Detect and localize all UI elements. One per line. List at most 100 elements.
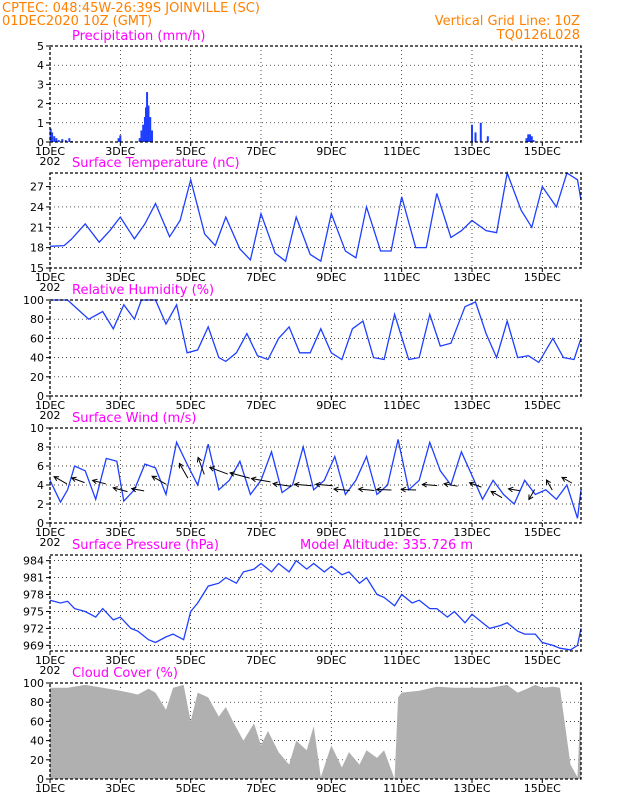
y-tick-label: 969 bbox=[23, 639, 44, 652]
panel-cloud: Cloud Cover (%) 0 20 40 60 80 100 1DEC 3DEC 5DEC 7… bbox=[23, 666, 582, 795]
wind-arrow-shaft bbox=[92, 479, 106, 485]
precip-bar bbox=[145, 107, 148, 142]
x-tick-label: 13DEC bbox=[453, 399, 490, 412]
wind-arrow-shaft bbox=[401, 488, 417, 491]
series-line-pres bbox=[49, 559, 582, 651]
wind-arrow bbox=[196, 456, 205, 475]
x-tick-label: 1DEC bbox=[35, 654, 65, 667]
wind-arrow-shaft bbox=[508, 488, 520, 492]
wind-arrow-shaft bbox=[71, 477, 85, 484]
precip-bar bbox=[61, 139, 64, 142]
wind-arrow bbox=[490, 490, 503, 499]
wind-arrow bbox=[272, 481, 292, 488]
wind-arrow-head bbox=[561, 476, 568, 482]
x-tick-label: 3DEC bbox=[105, 271, 135, 284]
y-tick-label: 60 bbox=[30, 332, 44, 345]
y-tick-label: 40 bbox=[30, 735, 44, 748]
wind-arrow-shaft bbox=[273, 483, 292, 487]
y-tick-label: 15 bbox=[30, 262, 44, 275]
y-tick-label: 20 bbox=[30, 754, 44, 767]
wind-arrow-head bbox=[91, 478, 98, 485]
wind-arrow bbox=[545, 479, 553, 491]
wind-arrow-shaft bbox=[315, 483, 333, 487]
x-tick-label: 7DEC bbox=[246, 654, 276, 667]
wind-arrow-head bbox=[151, 475, 158, 481]
wind-arrow-shaft bbox=[294, 483, 312, 487]
panel-precip: Precipitation (mm/h) 0 1 2 3 4 5 1DEC 3DEC 5DEC 7D… bbox=[35, 29, 582, 168]
x-tick-label: 1DEC bbox=[35, 399, 65, 412]
precip-bar bbox=[53, 136, 56, 142]
x-tick-label: 7DEC bbox=[246, 526, 276, 539]
y-tick-label: 0 bbox=[37, 390, 44, 403]
header-grid-line: Vertical Grid Line: 10Z bbox=[435, 14, 580, 29]
wind-arrow bbox=[112, 486, 128, 493]
precip-bar bbox=[150, 130, 153, 142]
wind-arrow-head bbox=[130, 486, 137, 493]
y-tick-label: 984 bbox=[23, 555, 44, 568]
precip-bar bbox=[527, 134, 530, 142]
y-tick-label: 18 bbox=[30, 242, 44, 255]
x-tick-label: 3DEC bbox=[105, 526, 135, 539]
x-tick-label: 5DEC bbox=[176, 526, 206, 539]
x-tick-label: 15DEC bbox=[524, 271, 561, 284]
y-tick-label: 80 bbox=[30, 313, 44, 326]
precip-bar bbox=[64, 140, 67, 142]
series-line-temp bbox=[49, 170, 582, 263]
y-tick-label: 40 bbox=[30, 352, 44, 365]
x-tick-label: 11DEC bbox=[383, 782, 420, 795]
y-tick-label: 981 bbox=[23, 572, 44, 585]
wind-arrow bbox=[421, 481, 438, 488]
y-tick-label: 972 bbox=[23, 622, 44, 635]
panel-wind: Surface Wind (m/s) 0 2 4 6 8 10 1DEC 3DEC 5DEC 7DE… bbox=[30, 411, 582, 549]
x-year-label: 202 bbox=[40, 281, 61, 294]
x-tick-label: 9DEC bbox=[316, 526, 346, 539]
wind-arrow bbox=[332, 486, 350, 493]
panel-title-cloud: Cloud Cover (%) bbox=[72, 666, 178, 681]
x-tick-label: 3DEC bbox=[105, 782, 135, 795]
header-run-time: 01DEC2020 10Z (GMT) bbox=[2, 14, 152, 29]
wind-arrow bbox=[53, 476, 68, 485]
y-tick-label: 3 bbox=[37, 78, 44, 91]
x-tick-label: 3DEC bbox=[105, 145, 135, 158]
y-tick-label: 978 bbox=[23, 589, 44, 602]
x-year-label: 202 bbox=[40, 155, 61, 168]
x-tick-label: 13DEC bbox=[453, 526, 490, 539]
precip-bar bbox=[142, 124, 145, 142]
x-tick-label: 15DEC bbox=[524, 145, 561, 158]
wind-arrow-head bbox=[443, 481, 450, 488]
y-tick-label: 80 bbox=[30, 696, 44, 709]
x-tick-label: 15DEC bbox=[524, 782, 561, 795]
x-tick-label: 9DEC bbox=[316, 782, 346, 795]
wind-arrow bbox=[130, 486, 145, 493]
panel-frame-precip bbox=[49, 45, 582, 143]
panel-temp: Surface Temperature (nC) 15 18 21 24 27 1DEC 3D… bbox=[30, 156, 582, 294]
wind-arrow-head bbox=[507, 486, 514, 493]
precip-bar bbox=[532, 140, 535, 142]
y-tick-label: 0 bbox=[37, 136, 44, 149]
precip-bar bbox=[57, 140, 60, 142]
wind-arrow-shaft bbox=[151, 475, 167, 485]
x-tick-label: 5DEC bbox=[176, 654, 206, 667]
x-tick-label: 7DEC bbox=[246, 271, 276, 284]
wind-arrow-shaft bbox=[229, 472, 250, 479]
wind-arrow-head bbox=[375, 486, 382, 493]
wind-arrow-head bbox=[293, 481, 300, 488]
x-year-label: 202 bbox=[40, 664, 61, 677]
x-tick-label: 11DEC bbox=[383, 654, 420, 667]
y-tick-label: 20 bbox=[30, 371, 44, 384]
wind-arrow bbox=[70, 476, 85, 484]
wind-arrow-shaft bbox=[490, 490, 503, 499]
wind-arrow bbox=[357, 486, 375, 493]
y-tick-label: 975 bbox=[23, 605, 44, 618]
x-tick-label: 5DEC bbox=[176, 782, 206, 795]
wind-arrow bbox=[400, 486, 417, 493]
precip-bar bbox=[119, 135, 122, 142]
series-line-wind bbox=[49, 439, 582, 519]
y-tick-label: 6 bbox=[37, 460, 44, 473]
precip-bar bbox=[470, 124, 473, 142]
x-tick-label: 13DEC bbox=[453, 145, 490, 158]
wind-arrow-shaft bbox=[546, 479, 553, 491]
wind-arrow-head bbox=[70, 476, 77, 483]
y-tick-label: 4 bbox=[37, 59, 44, 72]
wind-arrow-head bbox=[332, 486, 339, 493]
